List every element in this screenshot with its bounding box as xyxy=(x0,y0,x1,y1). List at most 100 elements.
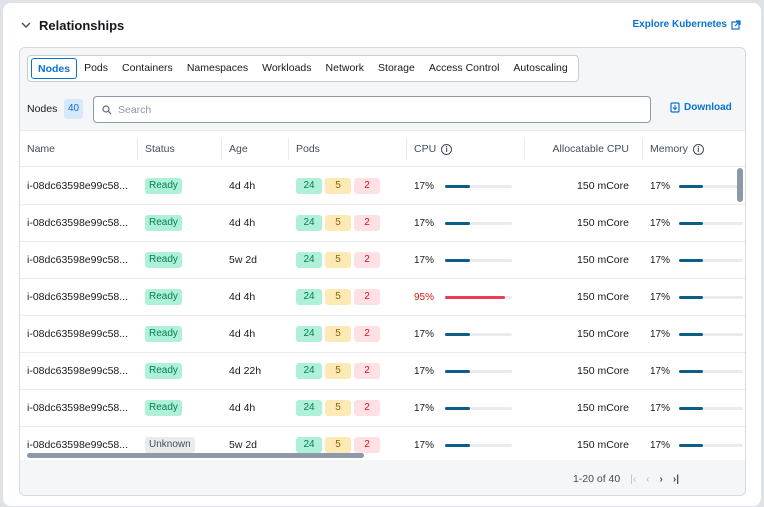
tab-pods[interactable]: Pods xyxy=(84,62,109,74)
status-badge: Ready xyxy=(145,215,182,231)
column-header-memory[interactable]: Memory i xyxy=(643,131,743,167)
tab-namespaces[interactable]: Namespaces xyxy=(186,62,249,74)
first-page-icon[interactable]: |‹ xyxy=(630,473,637,485)
tab-bar: Nodes Pods Containers Namespaces Workloads Ne… xyxy=(27,55,579,82)
explore-kubernetes-link[interactable]: Explore Kubernetes xyxy=(633,19,741,30)
last-page-icon[interactable]: ›| xyxy=(672,473,679,485)
tab-nodes[interactable]: Nodes xyxy=(31,58,78,79)
download-button[interactable]: Download xyxy=(670,102,732,113)
column-header-allocatable-cpu[interactable]: Allocatable CPU xyxy=(525,131,643,167)
status-cell: Ready xyxy=(138,252,222,268)
memory-percent: 17% xyxy=(650,365,671,377)
cpu-percent: 17% xyxy=(414,254,435,266)
cpu-usage-bar xyxy=(445,406,512,410)
node-age: 4d 4h xyxy=(229,402,256,414)
horizontal-scrollbar[interactable] xyxy=(27,453,727,459)
search-input[interactable] xyxy=(118,103,618,116)
tab-containers[interactable]: Containers xyxy=(122,62,173,74)
column-header-status[interactable]: Status xyxy=(138,131,222,167)
tab-workloads[interactable]: Workloads xyxy=(262,62,312,74)
next-page-icon[interactable]: › xyxy=(659,473,663,485)
memory-cell: 17% xyxy=(643,255,743,266)
pod-count-badge: 2 xyxy=(354,437,380,453)
cpu-percent: 17% xyxy=(414,328,435,340)
column-header-name[interactable]: Name xyxy=(20,131,138,167)
node-age: 4d 4h xyxy=(229,217,256,229)
tab-autoscaling[interactable]: Autoscaling xyxy=(513,62,568,74)
memory-percent: 17% xyxy=(650,402,671,414)
table-header: Name Status Age Pods CPU i Allocatable CPU Memo… xyxy=(20,131,745,167)
node-age: 4d 4h xyxy=(229,328,256,340)
nodes-table: Name Status Age Pods CPU i Allocatable CPU Memo… xyxy=(20,130,745,460)
pod-count-badge: 2 xyxy=(354,178,380,194)
status-cell: Ready xyxy=(138,326,222,342)
node-name-cell: i-08dc63598e99c58... xyxy=(20,291,138,303)
allocatable-cpu: 150 mCore xyxy=(577,180,629,192)
column-header-age[interactable]: Age xyxy=(222,131,289,167)
memory-usage-bar xyxy=(679,184,743,188)
chevron-down-icon[interactable] xyxy=(21,20,31,30)
node-name-cell: i-08dc63598e99c58... xyxy=(20,328,138,340)
column-header-cpu[interactable]: CPU i xyxy=(407,131,525,167)
table-row[interactable]: i-08dc63598e99c58... Ready 4d 4h 24 5 2 17% 150… xyxy=(20,390,745,427)
memory-usage-bar xyxy=(679,221,743,225)
prev-page-icon[interactable]: ‹ xyxy=(646,473,650,485)
pod-count-badge: 2 xyxy=(354,252,380,268)
cpu-percent: 95% xyxy=(414,291,435,303)
node-name: i-08dc63598e99c58... xyxy=(27,254,128,266)
memory-percent: 17% xyxy=(650,180,671,192)
table-row[interactable]: i-08dc63598e99c58... Ready 4d 4h 24 5 2 17% 150… xyxy=(20,168,745,205)
section-header[interactable]: Relationships xyxy=(21,15,124,35)
table-row[interactable]: i-08dc63598e99c58... Unknown 5w 2d 24 5 2 17% 1… xyxy=(20,427,745,460)
search-field[interactable] xyxy=(93,96,651,123)
memory-usage-fill xyxy=(679,369,703,373)
pod-count-badge: 24 xyxy=(296,363,322,379)
tab-network[interactable]: Network xyxy=(325,62,365,74)
status-cell: Ready xyxy=(138,178,222,194)
table-row[interactable]: i-08dc63598e99c58... Ready 4d 22h 24 5 2 17% 15… xyxy=(20,353,745,390)
node-name: i-08dc63598e99c58... xyxy=(27,217,128,229)
horizontal-scroll-thumb[interactable] xyxy=(27,453,364,458)
allocatable-cpu-cell: 150 mCore xyxy=(525,402,643,414)
download-icon xyxy=(670,102,680,113)
pod-count-badge: 24 xyxy=(296,215,322,231)
memory-percent: 17% xyxy=(650,254,671,266)
pod-count-badge: 24 xyxy=(296,178,322,194)
vertical-scrollbar[interactable] xyxy=(737,168,743,450)
info-icon[interactable]: i xyxy=(441,143,453,155)
pod-count-badge: 5 xyxy=(325,252,351,268)
tab-access-control[interactable]: Access Control xyxy=(428,62,500,74)
table-row[interactable]: i-08dc63598e99c58... Ready 4d 4h 24 5 2 17% 150… xyxy=(20,205,745,242)
memory-cell: 17% xyxy=(643,366,743,377)
column-header-label: Age xyxy=(229,143,248,155)
column-header-label: Allocatable CPU xyxy=(552,143,629,155)
download-label: Download xyxy=(684,102,732,113)
allocatable-cpu: 150 mCore xyxy=(577,365,629,377)
node-name-cell: i-08dc63598e99c58... xyxy=(20,254,138,266)
allocatable-cpu-cell: 150 mCore xyxy=(525,291,643,303)
node-name: i-08dc63598e99c58... xyxy=(27,291,128,303)
table-row[interactable]: i-08dc63598e99c58... Ready 4d 4h 24 5 2 17% 150… xyxy=(20,316,745,353)
tab-storage[interactable]: Storage xyxy=(378,62,415,74)
status-cell: Ready xyxy=(138,363,222,379)
column-header-pods[interactable]: Pods xyxy=(289,131,407,167)
memory-usage-fill xyxy=(679,258,703,262)
cpu-cell: 17% xyxy=(407,329,525,340)
table-row[interactable]: i-08dc63598e99c58... Ready 4d 4h 24 5 2 95% 150… xyxy=(20,279,745,316)
table-row[interactable]: i-08dc63598e99c58... Ready 5w 2d 24 5 2 17% 150… xyxy=(20,242,745,279)
node-name-cell: i-08dc63598e99c58... xyxy=(20,402,138,414)
info-icon[interactable]: i xyxy=(692,143,704,155)
pod-count-badge: 5 xyxy=(325,363,351,379)
pod-count-badge: 5 xyxy=(325,289,351,305)
nodes-label: Nodes xyxy=(27,103,58,115)
status-badge: Unknown xyxy=(145,437,195,453)
cpu-percent: 17% xyxy=(414,365,435,377)
cpu-cell: 17% xyxy=(407,403,525,414)
table-toolbar: Nodes 40 Download xyxy=(20,96,745,124)
search-icon xyxy=(102,104,112,114)
vertical-scroll-thumb[interactable] xyxy=(737,168,743,202)
memory-cell: 17% xyxy=(643,181,743,192)
allocatable-cpu: 150 mCore xyxy=(577,254,629,266)
node-age: 4d 22h xyxy=(229,365,262,377)
status-badge: Ready xyxy=(145,252,182,268)
